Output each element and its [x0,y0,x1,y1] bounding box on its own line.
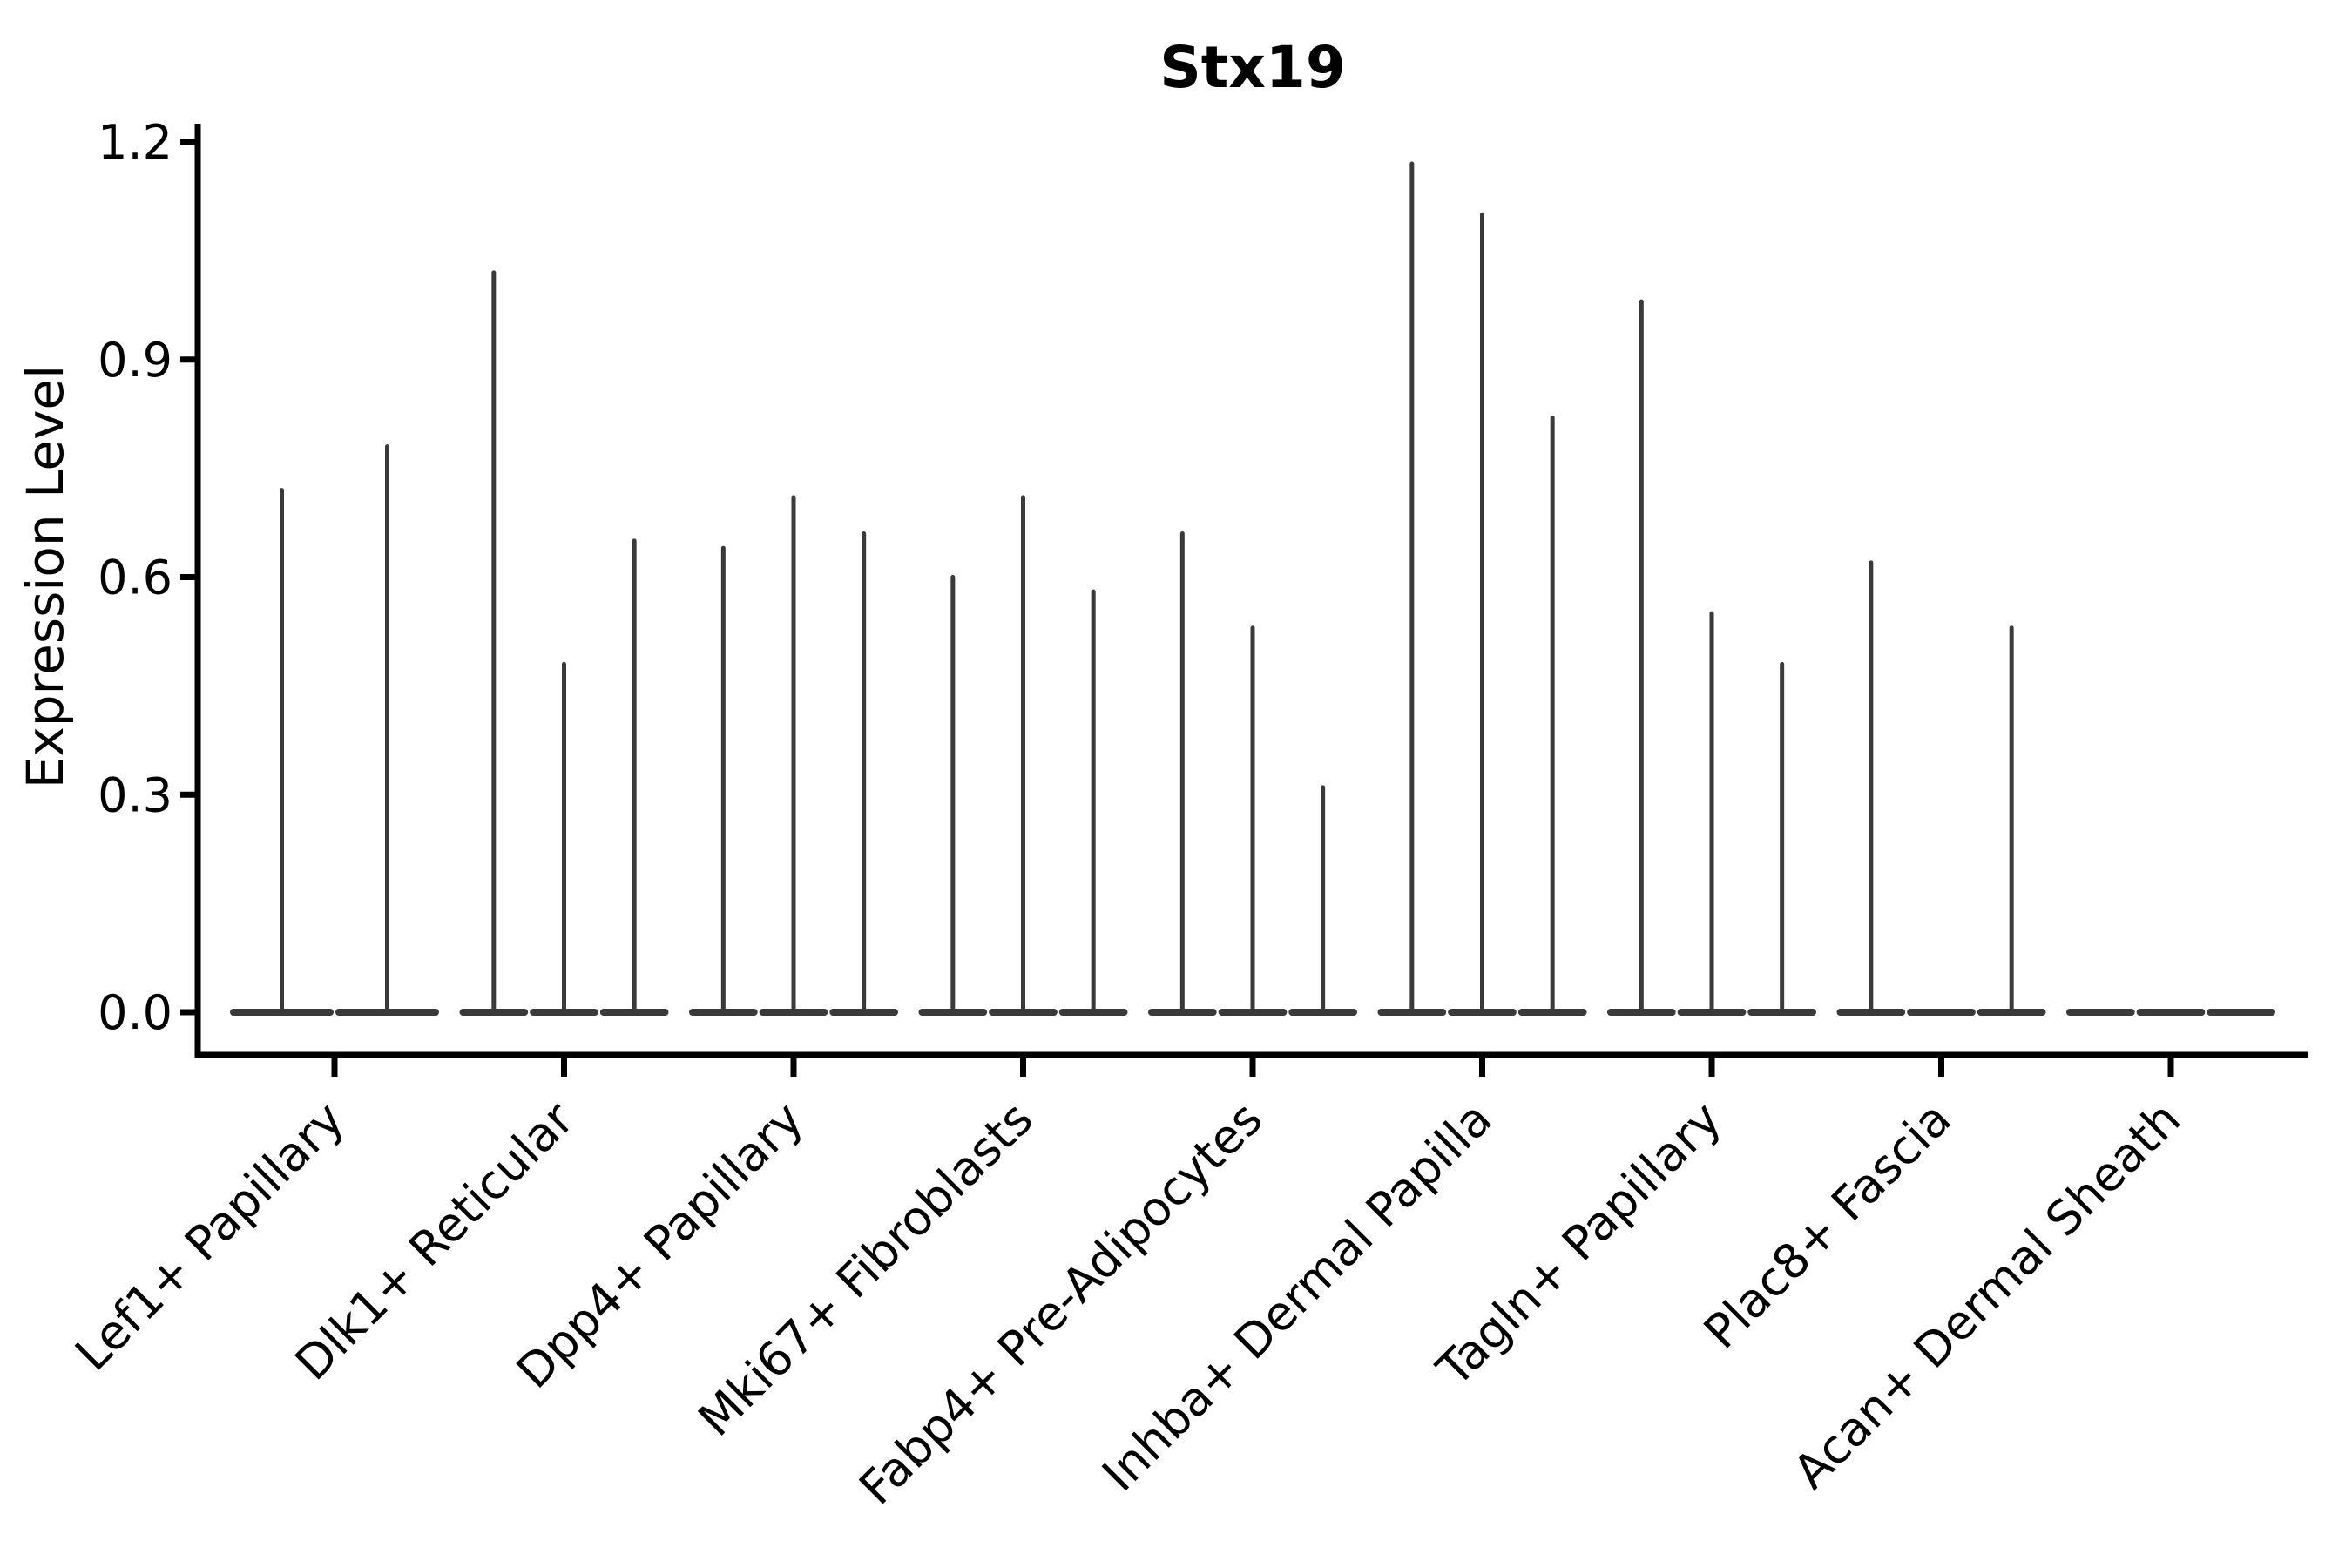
y-tick-label: 1.2 [98,115,172,170]
violin-group [459,270,669,1016]
y-axis-label: Expression Level [16,365,75,788]
x-tick-label: Inhba+ Dermal Papilla [1092,1092,1502,1502]
violin-group [689,495,898,1016]
y-tick-label: 0.0 [98,985,172,1040]
y-tick-label: 0.6 [98,551,172,605]
x-tick-label: Plac8+ Fascia [1693,1092,1962,1360]
violin-group [1836,560,2046,1016]
violin-group [918,495,1128,1016]
x-tick-label: Fabp4+ Pre-Adipocytes [848,1092,1273,1516]
violin-group [1148,531,1357,1016]
violins [230,161,2275,1016]
violin-group [1607,299,1816,1016]
violin-group [230,444,439,1016]
chart-title: Stx19 [1159,34,1346,101]
violin-group [1377,161,1587,1016]
y-tick-label: 0.9 [98,333,172,388]
x-tick-label: Acan+ Dermal Sheath [1783,1092,2191,1499]
y-tick-label: 0.3 [98,767,172,822]
